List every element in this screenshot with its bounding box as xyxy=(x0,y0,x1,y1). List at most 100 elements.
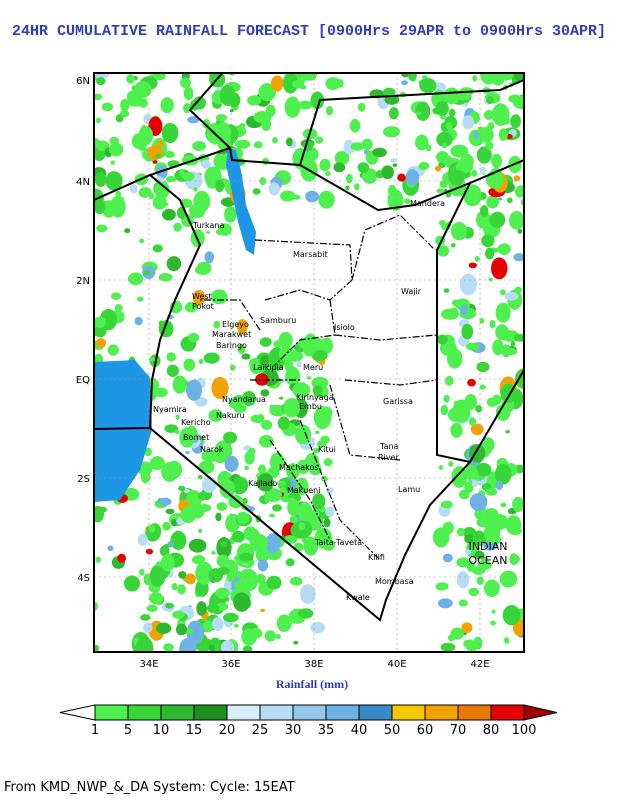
colorbar-label: 30 xyxy=(285,723,302,738)
place-label: Kericho xyxy=(181,418,211,427)
rain-patch xyxy=(160,553,175,572)
rain-patch xyxy=(94,316,107,328)
rain-patch xyxy=(143,270,151,275)
lat-tick-label: 2N xyxy=(76,276,90,287)
colorbar-over xyxy=(523,704,558,721)
rain-patch xyxy=(213,320,221,329)
rain-patch xyxy=(451,466,468,488)
rain-patch xyxy=(127,272,144,286)
rain-patch xyxy=(201,159,211,169)
place-labels: Turkana Marsabit Wajir Mandera Samburu I… xyxy=(153,199,508,602)
rain-patch xyxy=(215,512,222,522)
rain-patch xyxy=(474,550,485,560)
rain-patch xyxy=(419,78,437,94)
rain-patch xyxy=(272,136,278,144)
rain-patch xyxy=(198,460,215,474)
rain-patch xyxy=(405,169,420,186)
rain-patch xyxy=(231,530,245,543)
rain-patch xyxy=(310,621,325,634)
rain-patch xyxy=(487,122,495,131)
rain-patch xyxy=(404,198,411,204)
place-label: Marsabit xyxy=(293,250,328,259)
rain-patch xyxy=(201,476,217,493)
lat-tick-label: 2S xyxy=(77,474,90,485)
rain-patch xyxy=(510,341,516,348)
place-label: Machakos xyxy=(279,463,319,472)
rain-patch xyxy=(266,575,282,590)
rain-patch xyxy=(325,506,335,517)
rain-patch xyxy=(294,424,312,445)
rain-patch xyxy=(148,192,155,200)
colorbar-box xyxy=(160,704,195,721)
rain-patch xyxy=(334,151,350,166)
rain-patch xyxy=(499,570,518,588)
rain-patch xyxy=(450,221,468,241)
rain-patch xyxy=(461,622,473,634)
ocean-label: INDIAN xyxy=(469,540,508,553)
rain-patch xyxy=(204,251,215,264)
rain-patch xyxy=(137,533,148,546)
rain-patch xyxy=(494,463,512,485)
rain-patch xyxy=(297,501,313,522)
rain-patch xyxy=(166,460,183,479)
rain-patch xyxy=(333,162,346,173)
place-label: Kajiado xyxy=(248,479,277,488)
rain-patch xyxy=(437,598,453,609)
rain-patch xyxy=(185,451,190,455)
rain-patch xyxy=(442,553,453,563)
rain-patch xyxy=(158,497,172,506)
colorbar-label: 40 xyxy=(351,723,368,738)
title: 24HR CUMULATIVE RAINFALL FORECAST [0900H… xyxy=(12,23,606,40)
rain-patch xyxy=(211,551,216,555)
rain-patch xyxy=(401,80,408,86)
rain-patch xyxy=(242,645,253,652)
rain-patch xyxy=(397,173,406,182)
rain-patch xyxy=(183,488,190,494)
rain-patch xyxy=(319,158,331,172)
rain-patch xyxy=(149,565,166,587)
place-label: Samburu xyxy=(260,316,296,325)
rain-patch xyxy=(206,231,211,234)
rain-patch xyxy=(94,73,110,79)
rain-patch xyxy=(192,140,206,151)
rain-patch xyxy=(211,376,229,399)
rain-patch xyxy=(345,173,353,184)
rain-patch xyxy=(253,110,272,124)
lon-tick-label: 40E xyxy=(387,659,406,670)
rain-patch xyxy=(456,527,465,537)
rain-patch xyxy=(350,142,365,151)
rain-patch xyxy=(126,74,135,84)
rain-patch xyxy=(456,571,470,589)
rain-patch xyxy=(480,166,486,175)
place-label: Lamu xyxy=(398,485,420,494)
country-border xyxy=(94,73,473,622)
rain-patch xyxy=(138,98,148,108)
rain-patch xyxy=(463,639,476,648)
rain-patch xyxy=(292,382,311,398)
rain-patch xyxy=(438,219,447,226)
rain-patch xyxy=(283,397,301,418)
rain-patch xyxy=(267,466,280,478)
place-label: Isiolo xyxy=(334,323,355,332)
rain-patch xyxy=(208,644,215,652)
rain-patch xyxy=(123,575,141,592)
rain-patch xyxy=(283,535,298,544)
rain-patch xyxy=(109,136,120,145)
rain-patch xyxy=(264,495,271,504)
rain-patch xyxy=(439,180,448,189)
rain-patch xyxy=(193,190,211,213)
rain-patch xyxy=(277,416,290,430)
rain-patch xyxy=(349,118,361,133)
rain-patch xyxy=(298,521,306,531)
rain-patch xyxy=(442,142,447,149)
rain-patch xyxy=(468,467,479,480)
rain-patch xyxy=(312,385,323,396)
rain-patch xyxy=(354,183,360,191)
lake-turkana xyxy=(226,148,256,255)
rain-patch xyxy=(257,413,265,423)
rain-patch xyxy=(490,620,496,626)
rain-patch xyxy=(242,391,257,407)
rain-patch xyxy=(194,264,211,275)
rain-patch xyxy=(323,458,333,467)
rain-patch xyxy=(460,304,468,316)
